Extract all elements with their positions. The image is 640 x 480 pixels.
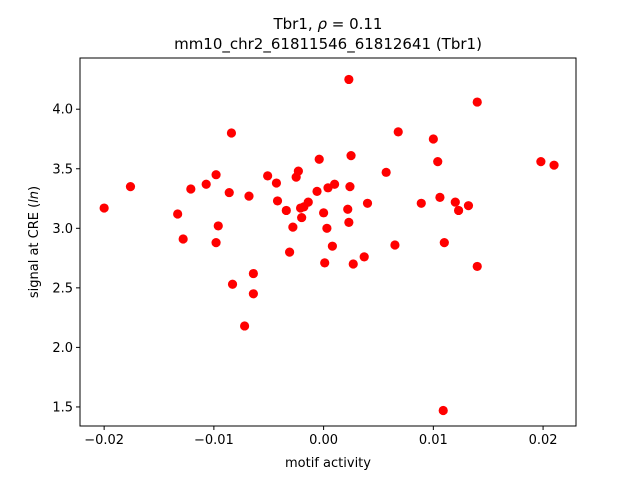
data-point [450,197,460,207]
data-point [393,127,403,137]
title-rho-value: = 0.11 [327,15,383,33]
data-point [428,134,438,144]
data-points [99,74,559,416]
y-tick-label: 2.0 [52,341,73,356]
data-point [345,182,355,192]
data-point [288,222,298,232]
x-tick-label: 0.01 [419,433,448,448]
data-point [344,74,354,85]
data-point [227,279,238,289]
y-tick-label: 3.5 [52,162,73,177]
title-rho-symbol: ρ [317,15,327,33]
data-point [320,258,330,268]
data-point [472,97,482,107]
data-point [293,166,303,176]
y-axis-label-italic: ln [27,191,42,203]
data-point [463,201,474,211]
y-axis-label-suffix: ) [27,186,42,191]
y-tick-label: 1.5 [52,400,73,415]
data-point [343,204,353,214]
data-point [284,247,295,257]
data-point [226,128,237,138]
x-tick-label: −0.01 [194,433,234,448]
data-point [435,192,445,202]
x-axis: −0.02 −0.01 0.00 0.01 0.02 [84,426,558,448]
data-point [453,205,464,216]
x-axis-label: motif activity [285,456,371,471]
data-point [173,209,183,219]
y-tick-label: 2.5 [52,281,73,296]
data-point [416,198,426,208]
data-point [472,261,482,272]
data-point [314,154,324,164]
data-point [390,240,400,250]
data-point [297,212,307,223]
data-point [359,252,369,262]
plot-frame [79,57,577,427]
data-point [240,321,250,331]
title-prefix: Tbr1, [273,15,318,33]
data-point [125,182,136,192]
data-point [348,259,358,269]
data-point [211,170,221,180]
plot-area [79,57,577,427]
data-point [211,237,221,248]
data-point [303,197,313,207]
data-point [248,268,258,279]
data-point [329,179,340,189]
y-axis-label-prefix: signal at CRE ( [27,203,42,298]
data-point [438,405,448,416]
y-tick-label: 3.0 [52,222,73,237]
x-tick-label: −0.02 [84,433,124,448]
data-point [99,203,109,213]
y-axis-label: signal at CRE (ln) [27,186,42,298]
data-point [439,237,449,248]
data-point [272,196,283,206]
chart-subtitle: mm10_chr2_61811546_61812641 (Tbr1) [174,35,482,54]
data-point [213,221,223,231]
data-point [248,289,258,299]
data-point [344,217,354,227]
data-point [312,186,322,196]
data-point [224,187,234,198]
x-tick-label: 0.02 [529,433,558,448]
data-point [271,178,282,188]
y-tick-label: 4.0 [52,103,73,118]
data-point [362,198,373,208]
data-point [549,160,559,170]
data-point [322,223,332,233]
data-point [433,157,443,167]
data-point [346,151,356,161]
data-point [186,184,196,194]
x-tick-label: 0.00 [309,433,338,448]
data-point [381,167,391,177]
data-point [281,205,291,216]
data-point [263,171,273,181]
data-point [319,208,329,218]
data-point [178,234,188,244]
data-point [327,241,337,251]
y-axis: 1.5 2.0 2.5 3.0 3.5 4.0 [52,103,80,415]
chart-title: Tbr1, ρ = 0.11 [273,15,383,33]
data-point [244,191,254,201]
data-point [536,157,546,167]
data-point [201,179,211,189]
